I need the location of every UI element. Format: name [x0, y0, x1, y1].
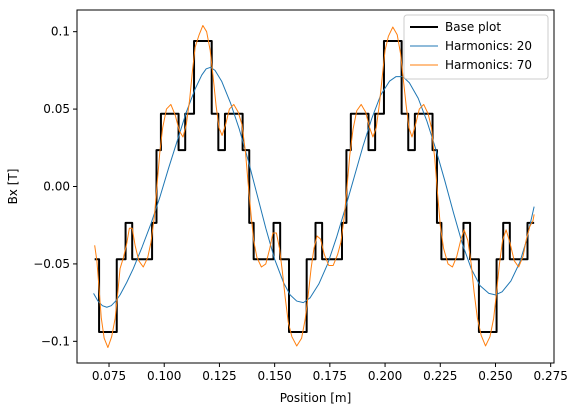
x-tick-label: 0.100: [147, 369, 181, 383]
x-tick-label: 0.075: [92, 369, 126, 383]
legend: Base plot Harmonics: 20 Harmonics: 70: [403, 14, 549, 80]
x-tick-label: 0.250: [478, 369, 512, 383]
y-tick-label: 0.05: [43, 102, 70, 116]
x-tick-label: 0.175: [313, 369, 347, 383]
plot-lines: [93, 24, 535, 349]
plot-frame: [76, 9, 555, 364]
legend-label: Harmonics: 70: [445, 58, 532, 72]
x-tick-label: 0.125: [202, 369, 236, 383]
y-tick-label: −0.05: [33, 257, 70, 271]
x-axis-label: Position [m]: [280, 391, 352, 405]
legend-label: Base plot: [445, 20, 501, 34]
x-tick-label: 0.225: [423, 369, 457, 383]
y-tick-label: −0.1: [41, 334, 70, 348]
axis-ticks: 0.075 0.100 0.125 0.150 0.175 0.200 0.225 0.250…: [33, 25, 568, 383]
x-tick-label: 0.200: [368, 369, 402, 383]
legend-box: [403, 14, 549, 80]
x-tick-label: 0.275: [534, 369, 568, 383]
legend-label: Harmonics: 20: [445, 39, 532, 53]
x-tick-label: 0.150: [257, 369, 291, 383]
series-line-3: [94, 24, 535, 349]
y-tick-label: 0.1: [51, 25, 70, 39]
y-tick-label: 0.00: [43, 180, 70, 194]
y-axis-label: Bx [T]: [6, 169, 20, 205]
series-line-2: [93, 66, 535, 308]
